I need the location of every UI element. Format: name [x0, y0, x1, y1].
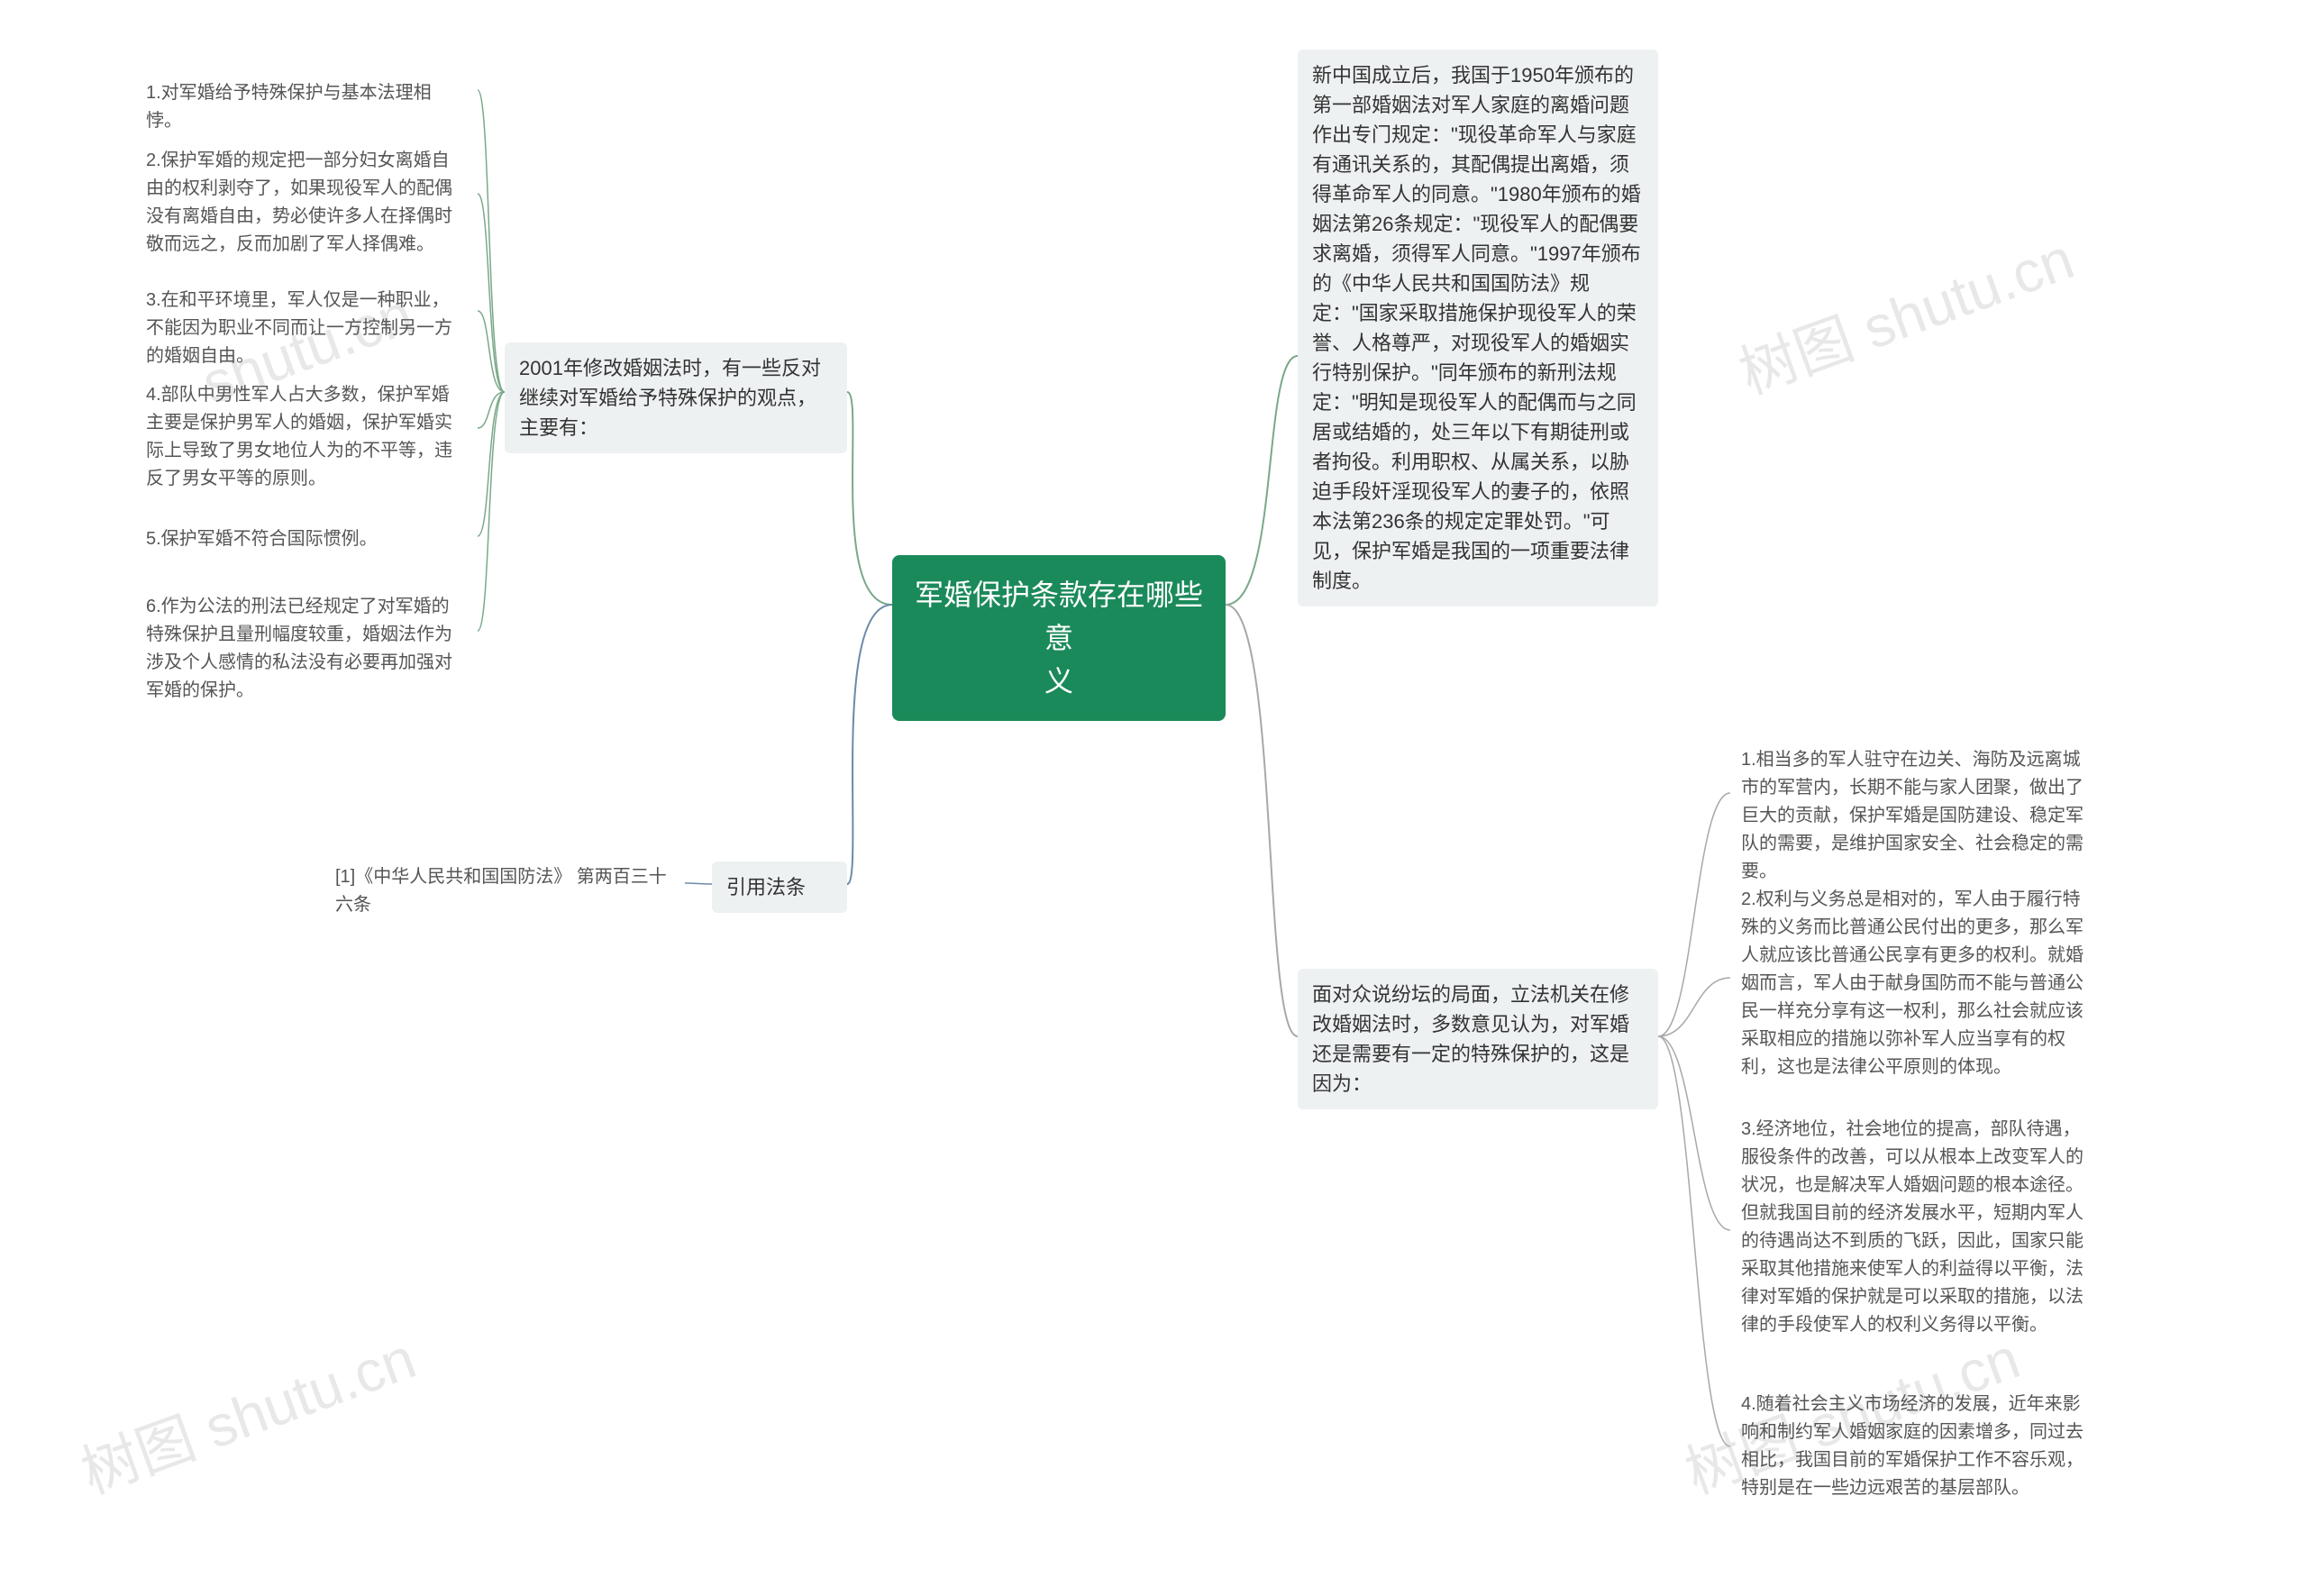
- center-title-line2: 义: [1044, 665, 1073, 698]
- reason-point-1[interactable]: 1.相当多的军人驻守在边关、海防及远离城市的军营内，长期不能与家人团聚，做出了巨…: [1730, 739, 2100, 893]
- center-topic[interactable]: 军婚保护条款存在哪些意 义: [892, 555, 1226, 721]
- reason-point-2[interactable]: 2.权利与义务总是相对的，军人由于履行特殊的义务而比普通公民付出的更多，那么军人…: [1730, 879, 2100, 1089]
- left-branch-citation[interactable]: 引用法条: [712, 862, 847, 913]
- opposition-point-5[interactable]: 5.保护军婚不符合国际惯例。: [135, 518, 478, 561]
- opposition-point-4[interactable]: 4.部队中男性军人占大多数，保护军婚主要是保护男军人的婚姻，保护军婚实际上导致了…: [135, 374, 478, 500]
- opposition-point-1[interactable]: 1.对军婚给予特殊保护与基本法理相悖。: [135, 72, 478, 142]
- citation-item[interactable]: [1]《中华人民共和国国防法》 第两百三十六条: [324, 856, 685, 926]
- right-branch-reasons[interactable]: 面对众说纷坛的局面，立法机关在修改婚姻法时，多数意见认为，对军婚还是需要有一定的…: [1298, 969, 1658, 1109]
- watermark: 树图 shutu.cn: [68, 1312, 425, 1509]
- opposition-point-3[interactable]: 3.在和平环境里，军人仅是一种职业，不能因为职业不同而让一方控制另一方的婚姻自由…: [135, 279, 478, 378]
- reason-point-3[interactable]: 3.经济地位，社会地位的提高，部队待遇，服役条件的改善，可以从根本上改变军人的状…: [1730, 1108, 2100, 1346]
- left-branch-opposition[interactable]: 2001年修改婚姻法时，有一些反对继续对军婚给予特殊保护的观点，主要有：: [505, 342, 847, 453]
- center-title-line1: 军婚保护条款存在哪些意: [915, 579, 1203, 654]
- right-branch-history[interactable]: 新中国成立后，我国于1950年颁布的第一部婚姻法对军人家庭的离婚问题作出专门规定…: [1298, 50, 1658, 606]
- watermark: 树图 shutu.cn: [1727, 213, 2084, 410]
- opposition-point-2[interactable]: 2.保护军婚的规定把一部分妇女离婚自由的权利剥夺了，如果现役军人的配偶没有离婚自…: [135, 140, 478, 266]
- reason-point-4[interactable]: 4.随着社会主义市场经济的发展，近年来影响和制约军人婚姻家庭的因素增多，同过去相…: [1730, 1383, 2100, 1509]
- opposition-point-6[interactable]: 6.作为公法的刑法已经规定了对军婚的特殊保护且量刑幅度较重，婚姻法作为涉及个人感…: [135, 586, 478, 712]
